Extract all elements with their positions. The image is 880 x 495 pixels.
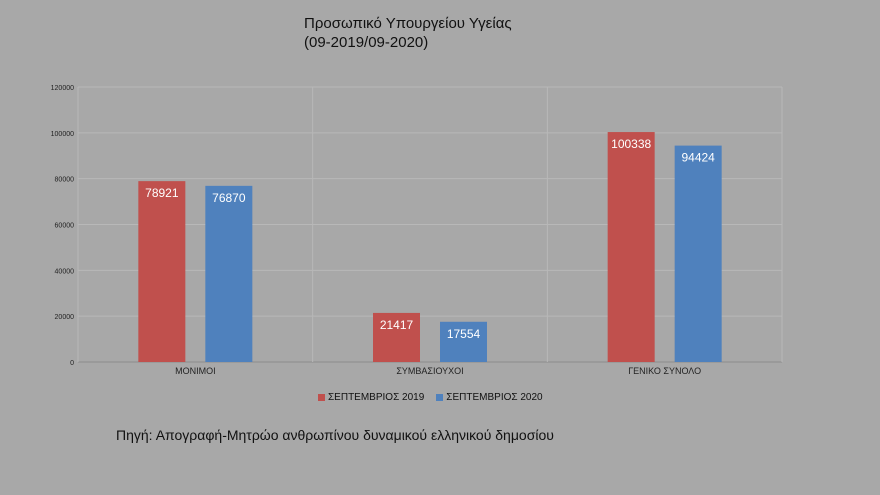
y-tick-label: 80000	[55, 177, 75, 184]
legend-item-2020: ΣΕΠΤΕΜΒΡΙΟΣ 2020	[436, 392, 543, 403]
y-tick-label: 60000	[55, 223, 75, 230]
bar	[205, 185, 253, 362]
bar	[674, 145, 722, 362]
y-tick-label: 40000	[55, 268, 75, 275]
bar	[138, 181, 186, 362]
x-tick-label: ΓΕΝΙΚΟ ΣΥΝΟΛΟ	[628, 366, 701, 376]
legend-item-2019: ΣΕΠΤΕΜΒΡΙΟΣ 2019	[318, 392, 424, 403]
legend: ΣΕΠΤΕΜΒΡΙΟΣ 2019 ΣΕΠΤΕΜΒΡΙΟΣ 2020	[318, 392, 543, 403]
chart-subtitle: (09-2019/09-2020)	[304, 34, 429, 51]
x-tick-label: ΣΥΜΒΑΣΙΟΥΧΟΙ	[396, 366, 463, 376]
bar	[607, 132, 655, 362]
chart-title: Προσωπικό Υπουργείου Υγείας	[304, 15, 512, 32]
y-tick-label: 20000	[55, 314, 75, 321]
legend-swatch-2020	[436, 394, 444, 401]
bar-value-label: 100338	[611, 137, 651, 151]
bar-value-label: 21417	[380, 318, 414, 332]
bar-value-label: 78921	[145, 186, 179, 200]
legend-label-2019: ΣΕΠΤΕΜΒΡΙΟΣ 2019	[328, 392, 425, 403]
bar	[373, 312, 420, 362]
bar-value-label: 94424	[681, 151, 715, 165]
y-tick-label: 0	[70, 360, 74, 367]
bar-value-label: 17554	[447, 327, 481, 341]
legend-label-2020: ΣΕΠΤΕΜΒΡΙΟΣ 2020	[446, 392, 543, 403]
bar-value-label: 76870	[212, 191, 246, 205]
chart-title-block: Προσωπικό Υπουργείου Υγείας (09-2019/09-…	[304, 14, 512, 52]
y-tick-label: 100000	[51, 131, 74, 138]
source-note: Πηγή: Απογραφή-Μητρώο ανθρωπίνου δυναμικ…	[116, 427, 554, 443]
y-tick-label: 120000	[51, 85, 74, 92]
x-tick-label: ΜΟΝΙΜΟΙ	[175, 366, 216, 376]
legend-swatch-2019	[318, 394, 325, 401]
bar	[440, 321, 487, 362]
